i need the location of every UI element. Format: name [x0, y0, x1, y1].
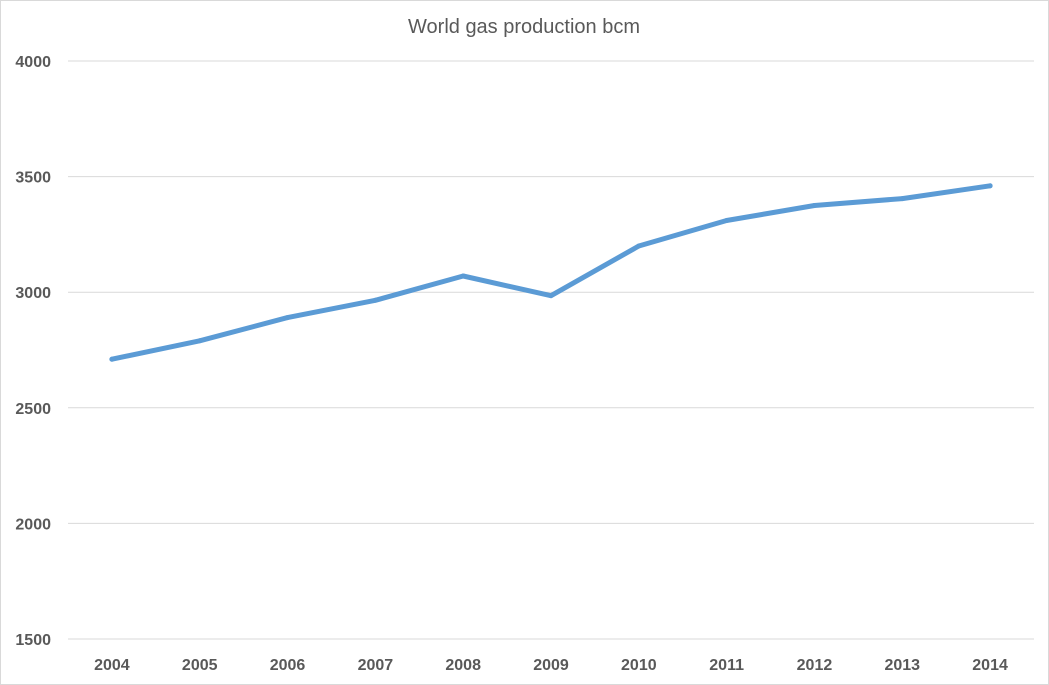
data-point-2010: [636, 243, 642, 249]
y-tick-label: 4000: [15, 54, 51, 71]
x-tick-label: 2007: [358, 657, 394, 674]
x-tick-label: 2005: [182, 657, 218, 674]
series-line-0: [109, 183, 993, 362]
x-tick-label: 2012: [797, 657, 833, 674]
y-tick-label: 3000: [15, 285, 51, 302]
x-tick-label: 2004: [94, 657, 130, 674]
x-axis-tick-labels: 2004 2005 2006 2007 2008 2009 2010 2011 2012 2013…: [94, 657, 1008, 674]
data-point-2004: [109, 356, 115, 362]
data-point-2009: [548, 293, 554, 299]
y-tick-label: 3500: [15, 170, 51, 187]
data-point-2012: [811, 203, 817, 208]
data-point-2006: [285, 315, 291, 321]
y-tick-label: 1500: [15, 632, 51, 649]
x-tick-label: 2014: [972, 657, 1008, 674]
x-tick-label: 2011: [709, 657, 744, 674]
data-point-2008: [460, 273, 466, 279]
x-tick-label: 2008: [445, 657, 481, 674]
x-tick-label: 2006: [270, 657, 306, 674]
y-axis-tick-labels: 4000 3500 3000 2500 2000 1500: [15, 54, 51, 649]
data-point-2011: [724, 218, 730, 224]
gridlines: [68, 60, 1034, 640]
y-tick-label: 2500: [15, 401, 51, 418]
y-tick-label: 2000: [15, 516, 51, 533]
data-point-2007: [372, 297, 378, 303]
data-point-2005: [197, 338, 203, 344]
x-tick-label: 2013: [884, 657, 920, 674]
series-layer: [109, 183, 993, 362]
data-point-2013: [899, 196, 905, 202]
x-tick-label: 2009: [533, 657, 569, 674]
data-point-2014: [987, 183, 993, 189]
x-tick-label: 2010: [621, 657, 657, 674]
chart-title: World gas production bcm: [408, 16, 640, 38]
